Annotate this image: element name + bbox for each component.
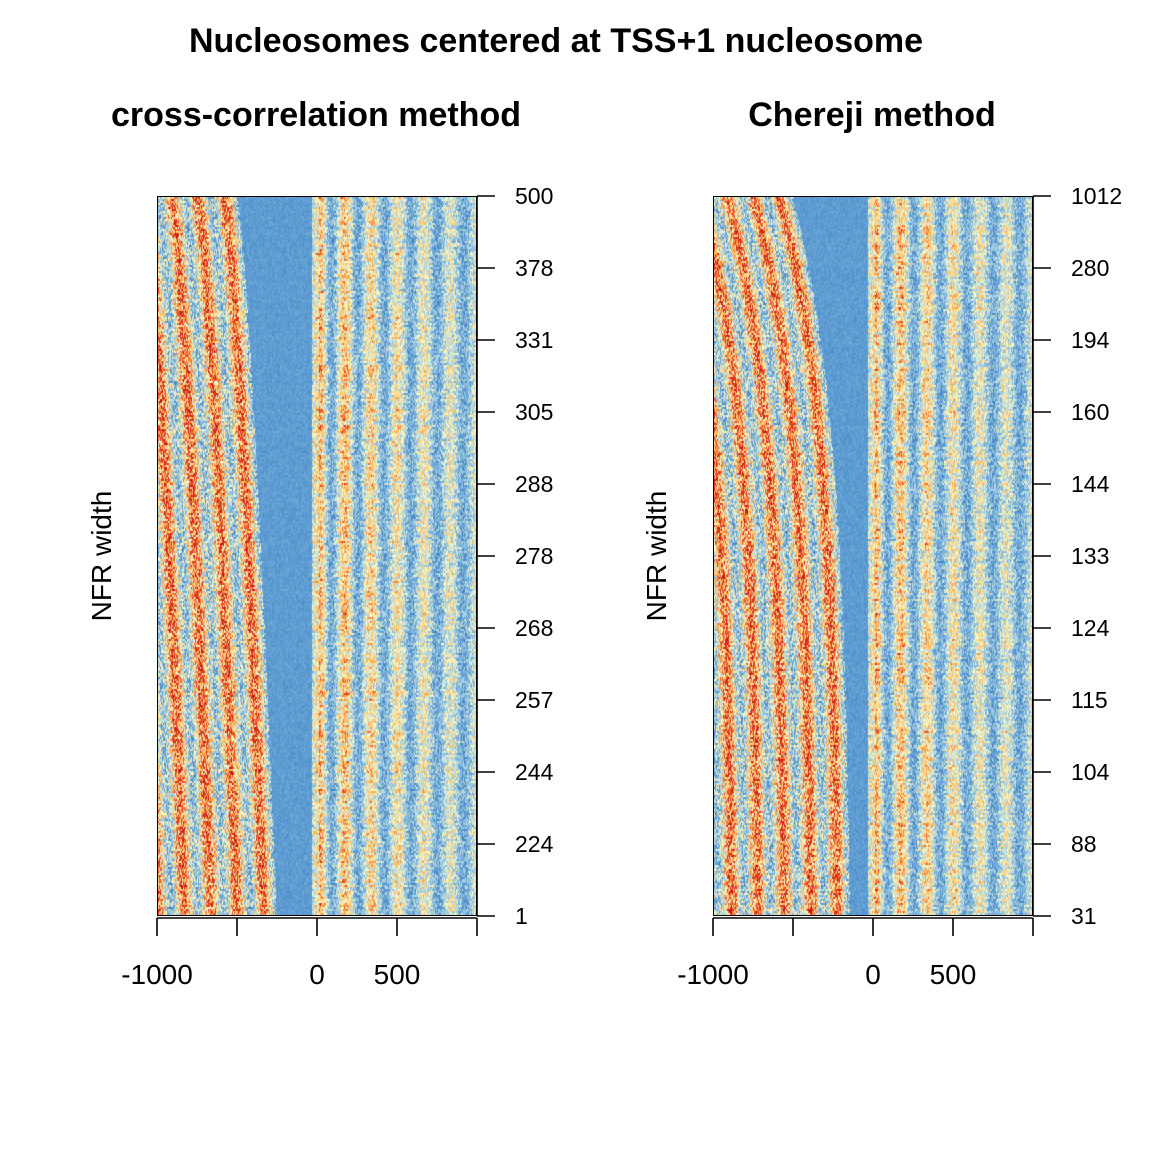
y-tick-label: 331	[515, 327, 553, 353]
y-tick-label: 378	[515, 255, 553, 281]
y-tick-label: 305	[515, 399, 553, 425]
y-tick-label: 280	[1071, 255, 1109, 281]
x-tick-label: 500	[374, 959, 421, 990]
y-tick-label: 194	[1071, 327, 1110, 353]
left-panel-title: cross-correlation method	[111, 96, 521, 134]
y-tick-label: 104	[1071, 759, 1110, 785]
x-tick-label: 500	[930, 959, 977, 990]
y-tick-label: 133	[1071, 543, 1109, 569]
y-tick-label: 88	[1071, 831, 1097, 857]
right-panel-title: Chereji method	[748, 96, 996, 134]
heatmap-canvas-chereji	[714, 197, 1032, 915]
y-tick-label: 160	[1071, 399, 1109, 425]
main-title: Nucleosomes centered at TSS+1 nucleosome	[188, 22, 924, 60]
x-tick-label: 0	[865, 959, 881, 990]
x-tick-label: -1000	[121, 959, 193, 990]
x-tick-label: 0	[309, 959, 325, 990]
y-tick-label: 115	[1071, 687, 1108, 713]
y-tick-label: 288	[515, 471, 553, 497]
y-tick-label: 224	[515, 831, 554, 857]
y-tick-label: 268	[515, 615, 553, 641]
heatmap-canvas-cross-correlation	[158, 197, 476, 915]
y-tick-label: 1	[515, 903, 528, 929]
y-tick-label: 278	[515, 543, 553, 569]
y-tick-label: 31	[1071, 903, 1097, 929]
y-tick-label: 500	[515, 183, 553, 209]
y-tick-label: 1012	[1071, 183, 1122, 209]
cross-correlation-heatmap	[157, 196, 477, 916]
y-tick-label: 124	[1071, 615, 1110, 641]
y-tick-label: 257	[515, 687, 553, 713]
y-tick-label: 244	[515, 759, 554, 785]
x-tick-label: -1000	[677, 959, 749, 990]
y-tick-label: 144	[1071, 471, 1110, 497]
